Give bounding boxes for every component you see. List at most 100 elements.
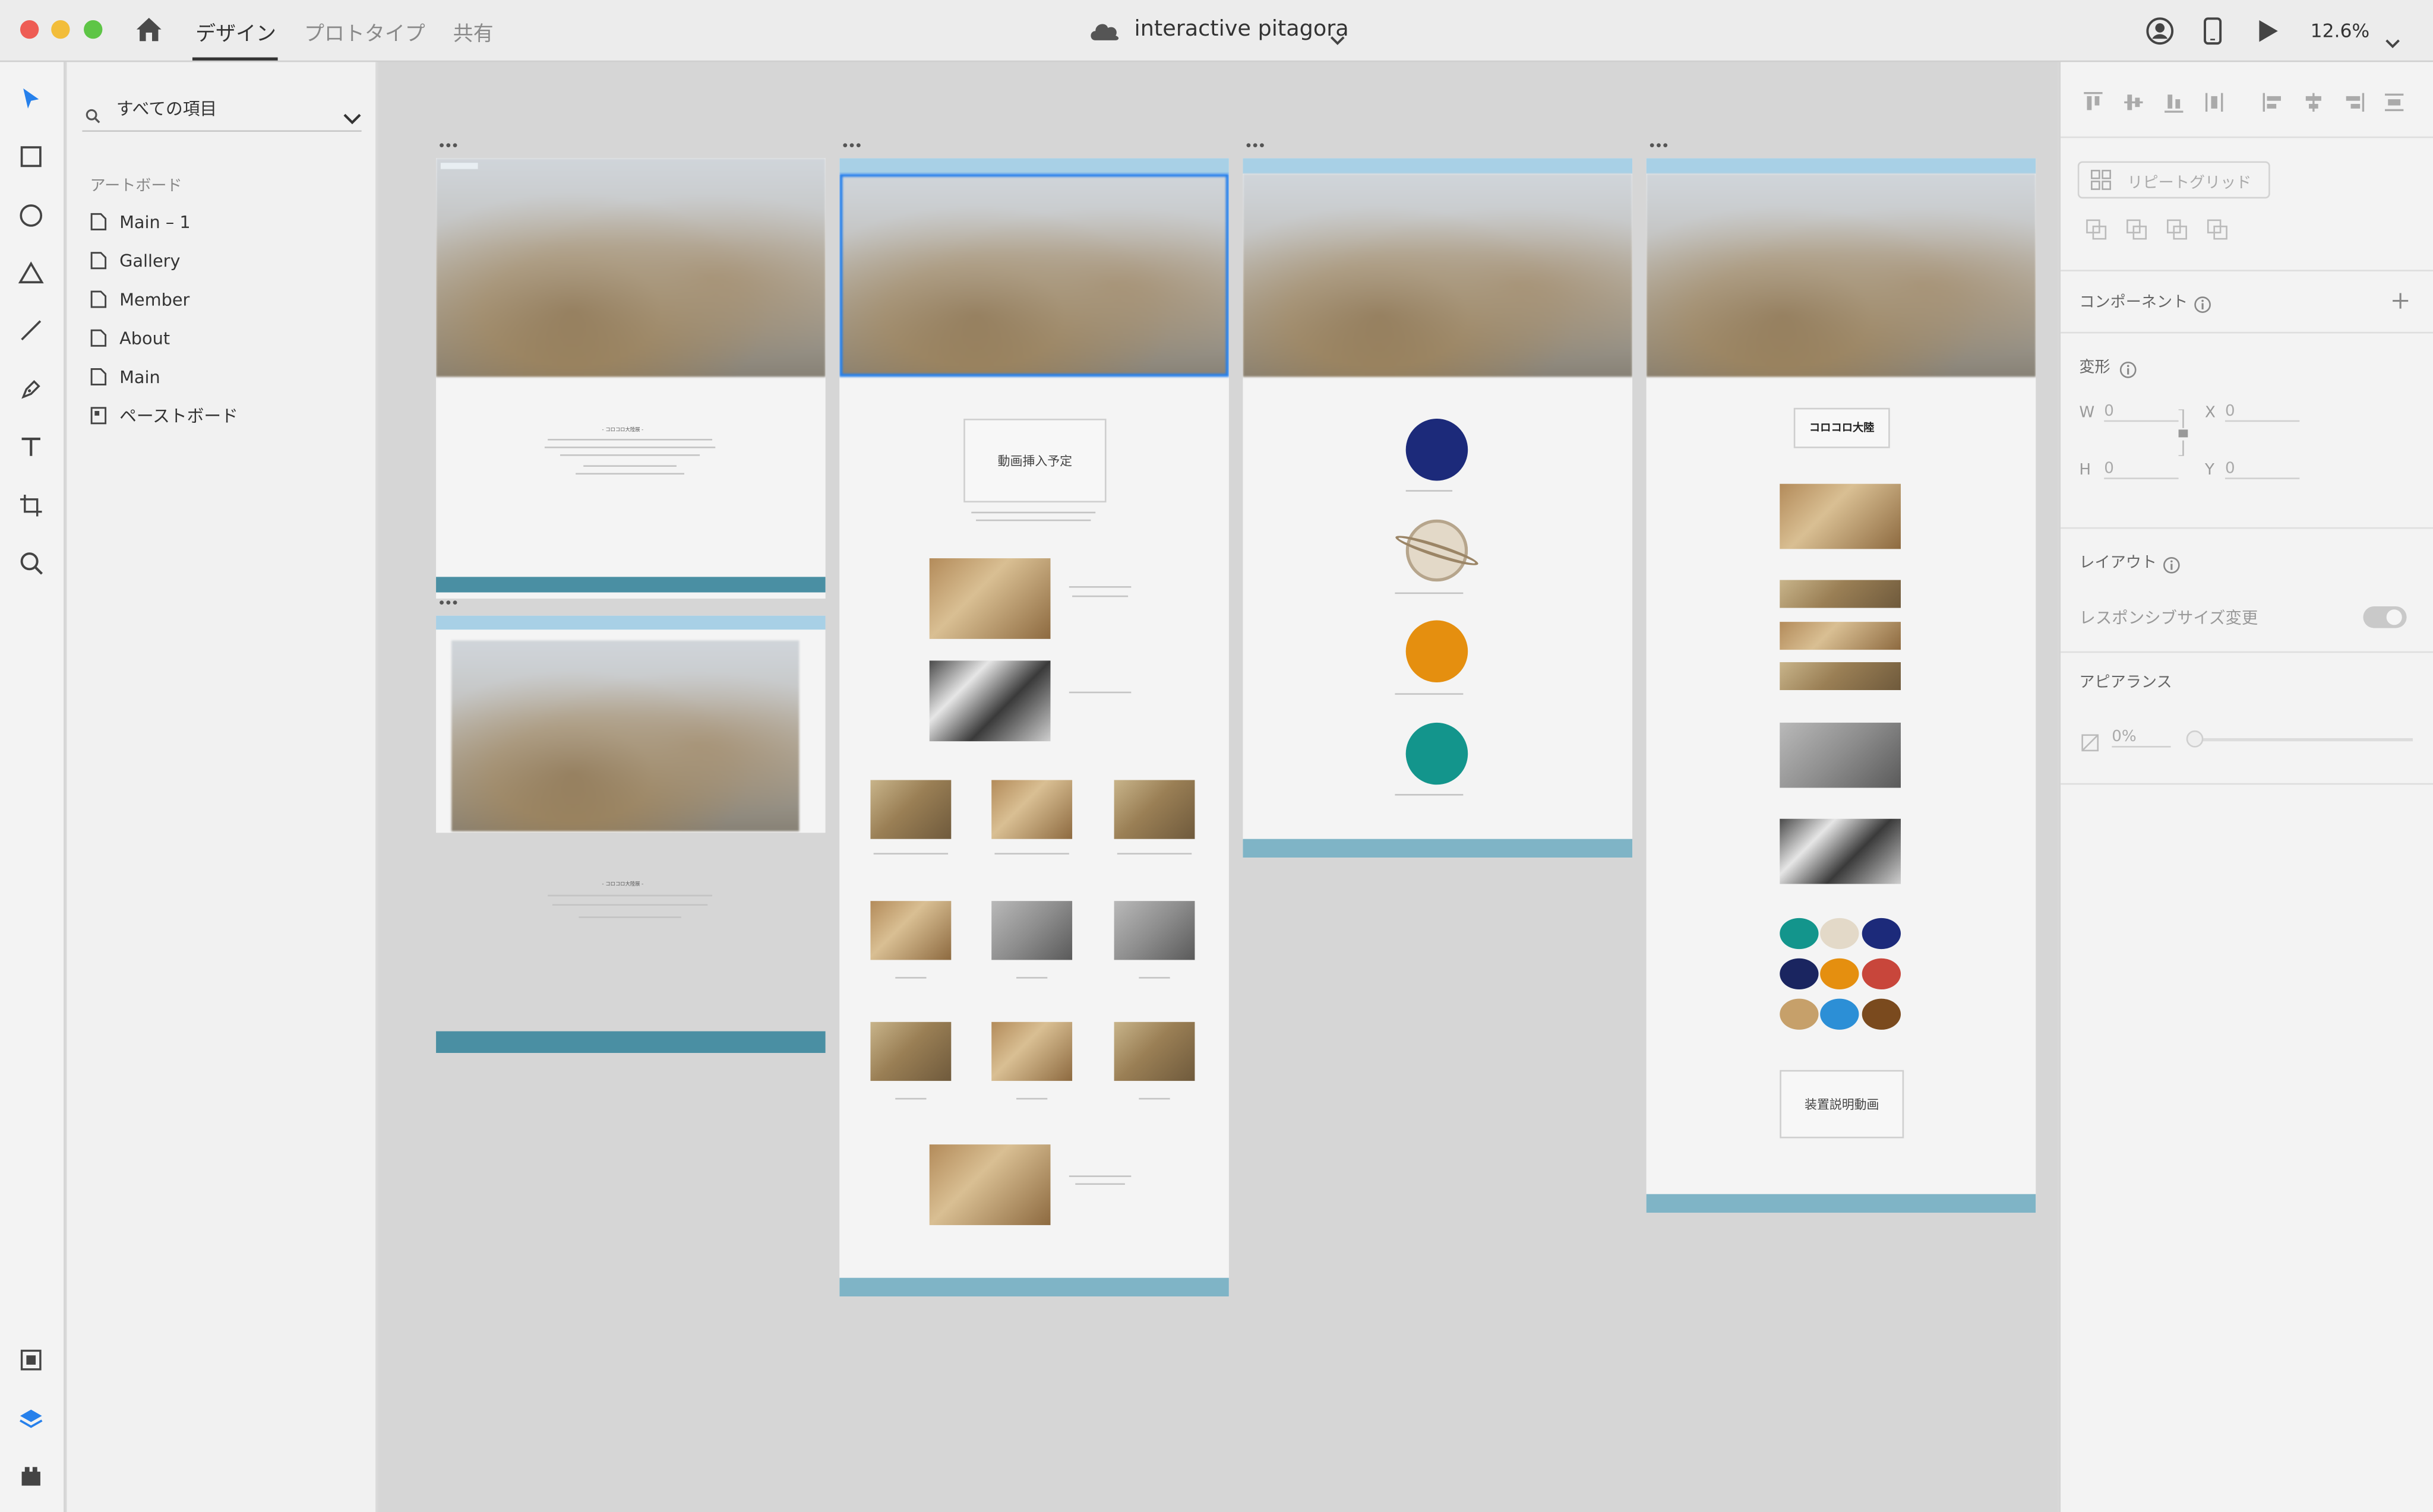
align-middle-icon[interactable] <box>2123 90 2145 119</box>
gallery-thumb[interactable] <box>870 901 952 960</box>
gallery-thumb[interactable] <box>1114 1021 1195 1081</box>
document-title[interactable]: interactive pitagora <box>1134 17 1349 42</box>
align-top-icon[interactable] <box>2083 90 2105 119</box>
responsive-resize-toggle[interactable] <box>2363 606 2407 628</box>
y-field[interactable]: 0 <box>2225 461 2300 479</box>
ball-orange <box>1820 958 1859 989</box>
info-icon[interactable] <box>2119 355 2137 385</box>
design-canvas[interactable]: ••• - コロコロ大陸展 - ••• - コロコロ大陸展 - ••• <box>378 62 2058 1512</box>
gallery-thumb[interactable] <box>991 1021 1073 1081</box>
about-photo[interactable] <box>1780 483 1901 549</box>
artboard-menu-dots[interactable]: ••• <box>437 140 459 156</box>
layer-item-pasteboard[interactable]: ペーストボード <box>90 400 238 431</box>
lock-aspect-icon[interactable] <box>2175 409 2191 462</box>
align-center-icon[interactable] <box>2303 90 2325 119</box>
zoom-chevron-icon[interactable] <box>2385 26 2400 49</box>
device-preview-icon[interactable] <box>2203 17 2222 45</box>
boolean-exclude-icon[interactable] <box>2207 217 2229 247</box>
share-user-icon[interactable] <box>2146 17 2174 45</box>
tools-toolbar <box>0 62 65 1512</box>
layer-item-gallery[interactable]: Gallery <box>90 245 181 276</box>
about-photo[interactable] <box>1780 722 1901 788</box>
gallery-thumb[interactable] <box>991 901 1073 960</box>
boolean-add-icon[interactable] <box>2086 217 2107 247</box>
plugins-panel-icon[interactable] <box>14 1459 48 1493</box>
about-photo-strip[interactable] <box>1780 580 1901 608</box>
layer-item-about[interactable]: About <box>90 322 170 353</box>
title-bar: デザイン プロトタイプ 共有 interactive pitagora 12.6… <box>0 0 2433 62</box>
info-icon[interactable] <box>2194 290 2211 320</box>
height-field[interactable]: 0 <box>2104 461 2179 479</box>
ellipse-tool-icon[interactable] <box>14 198 48 232</box>
info-icon[interactable] <box>2163 551 2180 580</box>
play-icon[interactable] <box>2258 18 2280 43</box>
boolean-subtract-icon[interactable] <box>2126 217 2148 247</box>
distribute-vertical-icon[interactable] <box>2203 90 2225 119</box>
gallery-photo[interactable] <box>929 558 1051 639</box>
gallery-thumb[interactable] <box>991 780 1073 839</box>
about-photo-balls[interactable] <box>1780 818 1901 884</box>
text-line <box>971 511 1096 514</box>
x-field[interactable]: 0 <box>2225 403 2300 422</box>
artboard-menu-dots[interactable]: ••• <box>1244 140 1266 156</box>
close-window-button[interactable] <box>20 20 39 39</box>
zoom-level[interactable]: 12.6% <box>2310 20 2370 42</box>
about-photo-strip[interactable] <box>1780 662 1901 691</box>
layer-item-main[interactable]: Main <box>90 361 160 392</box>
rectangle-tool-icon[interactable] <box>14 140 48 173</box>
repeat-grid-button[interactable]: リピートグリッド <box>2077 161 2270 199</box>
layer-search[interactable]: すべての項目 <box>82 90 362 132</box>
filter-chevron-icon[interactable] <box>343 102 361 132</box>
layer-item-member[interactable]: Member <box>90 284 189 315</box>
boolean-intersect-icon[interactable] <box>2166 217 2188 247</box>
opacity-slider-handle[interactable] <box>2186 730 2204 748</box>
align-right-icon[interactable] <box>2343 90 2365 119</box>
artboard-tool-icon[interactable] <box>14 489 48 523</box>
artboard-about[interactable]: コロコロ大陸 装置説明動画 <box>1646 158 2036 1213</box>
ball-teal <box>1780 918 1819 950</box>
appearance-heading: アピアランス <box>2079 674 2172 692</box>
line-tool-icon[interactable] <box>14 313 48 347</box>
zoom-window-button[interactable] <box>84 20 103 39</box>
polygon-tool-icon[interactable] <box>14 256 48 290</box>
add-component-icon[interactable] <box>2391 287 2409 317</box>
tab-prototype[interactable]: プロトタイプ <box>304 23 425 47</box>
assets-panel-icon[interactable] <box>14 1343 48 1377</box>
gallery-photo-balls[interactable] <box>929 1144 1051 1225</box>
align-bottom-icon[interactable] <box>2163 90 2185 119</box>
opacity-field[interactable]: 0% <box>2112 729 2171 748</box>
artboard-menu-dots[interactable]: ••• <box>1648 140 1669 156</box>
search-filter-label: すべての項目 <box>116 99 217 120</box>
gallery-thumb[interactable] <box>870 780 952 839</box>
gallery-thumb[interactable] <box>1114 780 1195 839</box>
hero-image-selected[interactable] <box>839 173 1229 377</box>
width-field[interactable]: 0 <box>2104 403 2179 422</box>
ball-tan <box>1780 998 1819 1030</box>
layers-panel-icon[interactable] <box>14 1402 48 1436</box>
tab-share[interactable]: 共有 <box>453 23 494 47</box>
artboard-main[interactable]: - コロコロ大陸展 - <box>436 615 826 1054</box>
artboard-main-1[interactable]: - コロコロ大陸展 - <box>436 158 826 599</box>
site-header <box>1243 158 1633 174</box>
divider <box>2061 527 2433 529</box>
align-left-icon[interactable] <box>2263 90 2285 119</box>
chevron-down-icon[interactable] <box>1330 23 1345 45</box>
pen-tool-icon[interactable] <box>14 372 48 406</box>
gallery-photo[interactable] <box>929 660 1051 742</box>
home-icon[interactable] <box>135 15 163 43</box>
select-tool-icon[interactable] <box>14 82 48 116</box>
gallery-thumb[interactable] <box>1114 901 1195 960</box>
opacity-slider-track[interactable] <box>2191 738 2413 742</box>
minimize-window-button[interactable] <box>51 20 70 39</box>
distribute-horizontal-icon[interactable] <box>2383 90 2405 119</box>
artboard-gallery[interactable]: 動画挿入予定 <box>839 158 1229 1297</box>
text-tool-icon[interactable] <box>14 429 48 463</box>
gallery-thumb[interactable] <box>870 1021 952 1081</box>
artboard-menu-dots[interactable]: ••• <box>841 140 862 156</box>
about-photo-strip[interactable] <box>1780 622 1901 650</box>
tab-design[interactable]: デザイン <box>195 23 277 47</box>
zoom-tool-icon[interactable] <box>14 546 48 580</box>
artboard-member[interactable] <box>1243 158 1633 858</box>
artboard-menu-dots[interactable]: ••• <box>437 597 459 613</box>
layer-item-main-1[interactable]: Main – 1 <box>90 206 191 237</box>
